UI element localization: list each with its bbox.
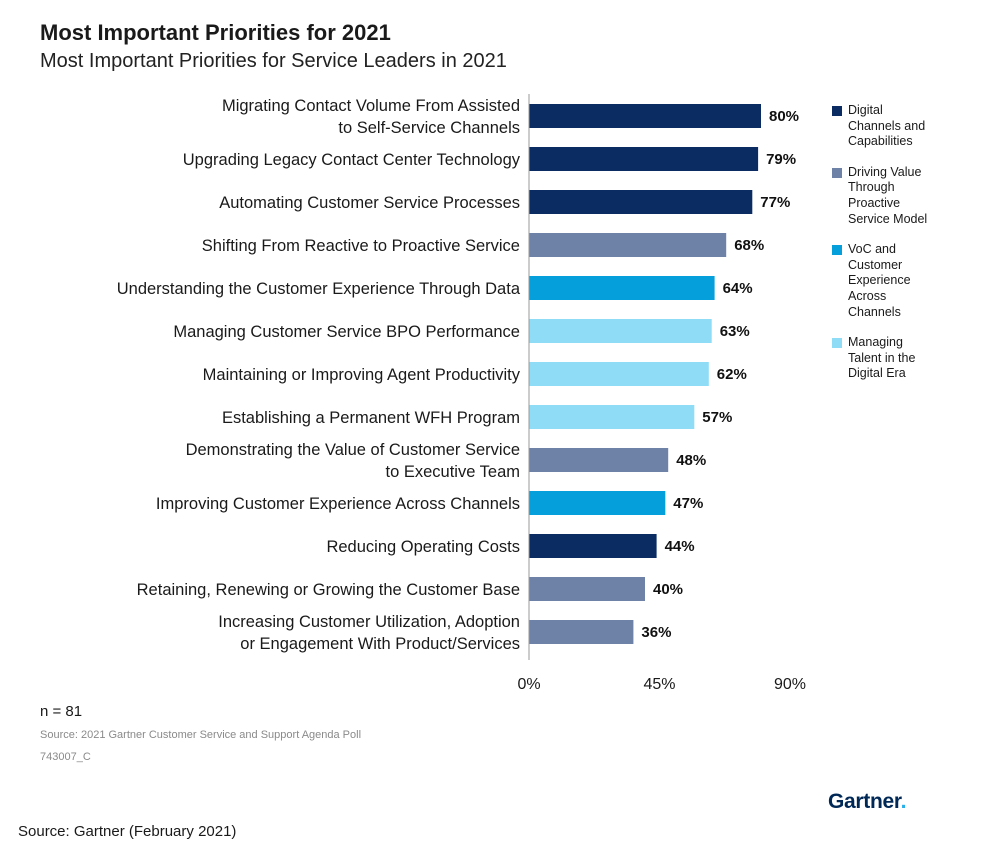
legend: Digital Channels and Capabilities Driving V… (832, 103, 992, 397)
figure-code: 743007_C (40, 751, 91, 763)
bar (529, 319, 712, 343)
logo-text: Gartner (828, 790, 901, 813)
category-label-line: Retaining, Renewing or Growing the Custo… (137, 581, 520, 599)
category-label-line: Understanding the Customer Experience Th… (117, 280, 521, 298)
bar (529, 104, 761, 128)
bar (529, 491, 666, 515)
category-label: Automating Customer Service Processes (219, 194, 520, 212)
category-label: Establishing a Permanent WFH Program (222, 409, 520, 427)
category-label-line: Increasing Customer Utilization, Adoptio… (218, 613, 520, 631)
legend-label-line: VoC and (848, 242, 896, 257)
category-label: Managing Customer Service BPO Performanc… (173, 323, 520, 341)
data-label: 79% (766, 151, 796, 168)
legend-label-line: Across (848, 288, 887, 303)
gartner-logo: Gartner. (828, 790, 906, 814)
x-axis-ticks: 0% 45% 90% (517, 676, 806, 693)
legend-label-line: Capabilities (848, 134, 913, 149)
category-label-line: Reducing Operating Costs (326, 538, 520, 556)
legend-label-line: Talent in the (848, 350, 916, 365)
chart-subtitle: Most Important Priorities for Service Le… (40, 50, 507, 72)
bar (529, 577, 645, 601)
data-label: 80% (769, 108, 799, 125)
category-label: Migrating Contact Volume From Assisted to… (222, 97, 520, 137)
sample-size: n = 81 (40, 703, 83, 720)
legend-label-line: Channels and (848, 118, 926, 133)
legend-label-line: Channels (848, 304, 901, 319)
category-label: Shifting From Reactive to Proactive Serv… (202, 237, 520, 255)
data-label: 68% (734, 237, 764, 254)
data-label: 48% (676, 452, 706, 469)
category-label-line: Improving Customer Experience Across Cha… (156, 495, 520, 513)
bar (529, 147, 759, 171)
bar-chart: 80% Migrating Contact Volume From Assiste… (117, 94, 806, 693)
category-label: Demonstrating the Value of Customer Serv… (186, 441, 520, 481)
data-label: 63% (720, 323, 750, 340)
bar (529, 233, 727, 257)
legend-label-line: Proactive (848, 195, 901, 210)
category-label: Understanding the Customer Experience Th… (117, 280, 521, 298)
category-label-line: to Executive Team (385, 463, 520, 481)
category-label: Upgrading Legacy Contact Center Technolo… (183, 151, 521, 169)
legend-label-line: Digital Era (848, 366, 906, 381)
legend-label-line: Service Model (848, 211, 928, 226)
logo-dot: . (900, 790, 907, 813)
data-label: 40% (653, 581, 683, 598)
category-label-line: Shifting From Reactive to Proactive Serv… (202, 237, 520, 255)
category-label-line: Migrating Contact Volume From Assisted (222, 97, 520, 115)
category-label-line: Upgrading Legacy Contact Center Technolo… (183, 151, 521, 169)
x-tick-label: 0% (517, 676, 540, 693)
bar (529, 276, 715, 300)
legend-swatch (832, 338, 842, 349)
data-label: 47% (673, 495, 703, 512)
bar (529, 190, 753, 214)
category-label-line: Demonstrating the Value of Customer Serv… (186, 441, 520, 459)
legend-label-line: Digital (848, 103, 883, 117)
legend-swatch (832, 167, 842, 178)
bars-layer: 80% Migrating Contact Volume From Assiste… (117, 97, 799, 653)
x-tick-label: 90% (774, 676, 806, 693)
bar (529, 620, 634, 644)
data-label: 64% (723, 280, 753, 297)
legend-item: Driving Value Through Proactive Service Mod… (832, 165, 992, 227)
legend-item: Digital Channels and Capabilities (832, 103, 992, 150)
footer-source: Source: Gartner (February 2021) (18, 823, 237, 840)
legend-item: VoC and Customer Experience Across Channels (832, 242, 992, 320)
category-label-line: Establishing a Permanent WFH Program (222, 409, 520, 427)
category-label-line: to Self-Service Channels (338, 119, 520, 137)
bar (529, 405, 695, 429)
legend-label-line: Through (848, 180, 895, 195)
data-label: 77% (760, 194, 790, 211)
category-label-line: or Engagement With Product/Services (240, 635, 520, 653)
data-label: 62% (717, 366, 747, 383)
bar (529, 448, 669, 472)
x-tick-label: 45% (643, 676, 675, 693)
data-label: 36% (641, 624, 671, 641)
bar (529, 534, 657, 558)
category-label-line: Managing Customer Service BPO Performanc… (173, 323, 520, 341)
data-label: 57% (702, 409, 732, 426)
legend-label-line: Experience (848, 273, 911, 288)
category-label: Retaining, Renewing or Growing the Custo… (137, 581, 520, 599)
source-note: Source: 2021 Gartner Customer Service an… (40, 729, 362, 741)
legend-label-line: Managing (848, 335, 903, 350)
legend-label-line: Customer (848, 257, 903, 272)
legend-swatch (832, 245, 842, 256)
category-label-line: Automating Customer Service Processes (219, 194, 520, 212)
category-label: Increasing Customer Utilization, Adoptio… (218, 613, 520, 653)
category-label: Improving Customer Experience Across Cha… (156, 495, 520, 513)
legend-swatch (832, 106, 842, 116)
data-label: 44% (665, 538, 695, 555)
category-label: Reducing Operating Costs (326, 538, 520, 556)
category-label-line: Maintaining or Improving Agent Productiv… (203, 366, 521, 384)
chart-title: Most Important Priorities for 2021 (40, 20, 391, 45)
bar (529, 362, 709, 386)
legend-item: Managing Talent in the Digital Era (832, 335, 992, 382)
legend-label-line: Driving Value (848, 164, 922, 179)
category-label: Maintaining or Improving Agent Productiv… (203, 366, 521, 384)
